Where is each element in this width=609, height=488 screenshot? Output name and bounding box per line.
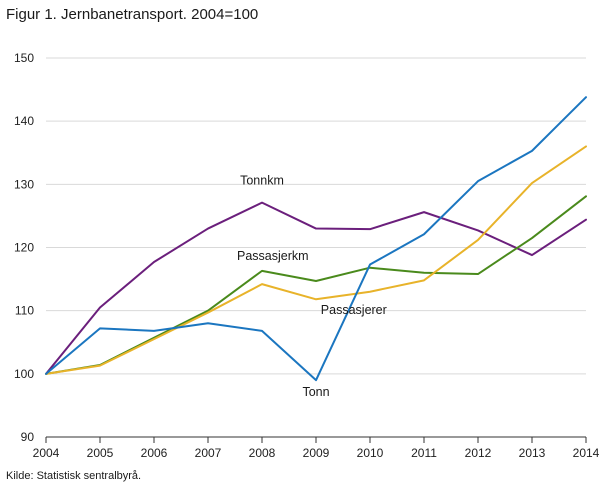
x-tick-label: 2009 [303, 446, 330, 460]
series-line-tonnkm [45, 201, 587, 375]
x-axis: 2004 2005 2006 2007 2008 2009 2010 2011 2012 2013… [33, 437, 600, 460]
annotation-tonn: Tonn [302, 385, 329, 399]
x-tick-label: 2005 [87, 446, 114, 460]
x-tick-label: 2006 [141, 446, 168, 460]
annotation-passasjerkm: Passasjerkm [237, 249, 309, 263]
x-tick-label: 2011 [411, 446, 437, 460]
x-tick-label: 2010 [357, 446, 384, 460]
y-tick-label: 150 [14, 51, 34, 65]
series-lines [45, 96, 587, 382]
x-tick-label: 2014 [573, 446, 600, 460]
series-line-passasjerer [45, 145, 587, 375]
x-tick-label: 2013 [519, 446, 546, 460]
y-tick-label: 140 [14, 114, 34, 128]
y-tick-label: 100 [14, 367, 34, 381]
x-tick-label: 2012 [465, 446, 492, 460]
chart-title: Figur 1. Jernbanetransport. 2004=100 [6, 6, 259, 23]
x-tick-label: 2007 [195, 446, 222, 460]
annotations: Tonnkm Passasjerkm Passasjerer Tonn [237, 173, 387, 399]
y-tick-label: 90 [21, 430, 35, 444]
y-axis: 90 100 110 120 130 140 150 [14, 51, 34, 444]
annotation-passasjerer: Passasjerer [321, 303, 387, 317]
series-line-tonn [45, 96, 587, 382]
source-note: Kilde: Statistisk sentralbyrå. [6, 470, 142, 482]
y-tick-label: 120 [14, 241, 34, 255]
annotation-tonnkm: Tonnkm [240, 173, 284, 187]
y-tick-label: 110 [15, 304, 34, 318]
x-tick-label: 2008 [249, 446, 276, 460]
y-tick-label: 130 [14, 177, 34, 191]
x-tick-label: 2004 [33, 446, 60, 460]
